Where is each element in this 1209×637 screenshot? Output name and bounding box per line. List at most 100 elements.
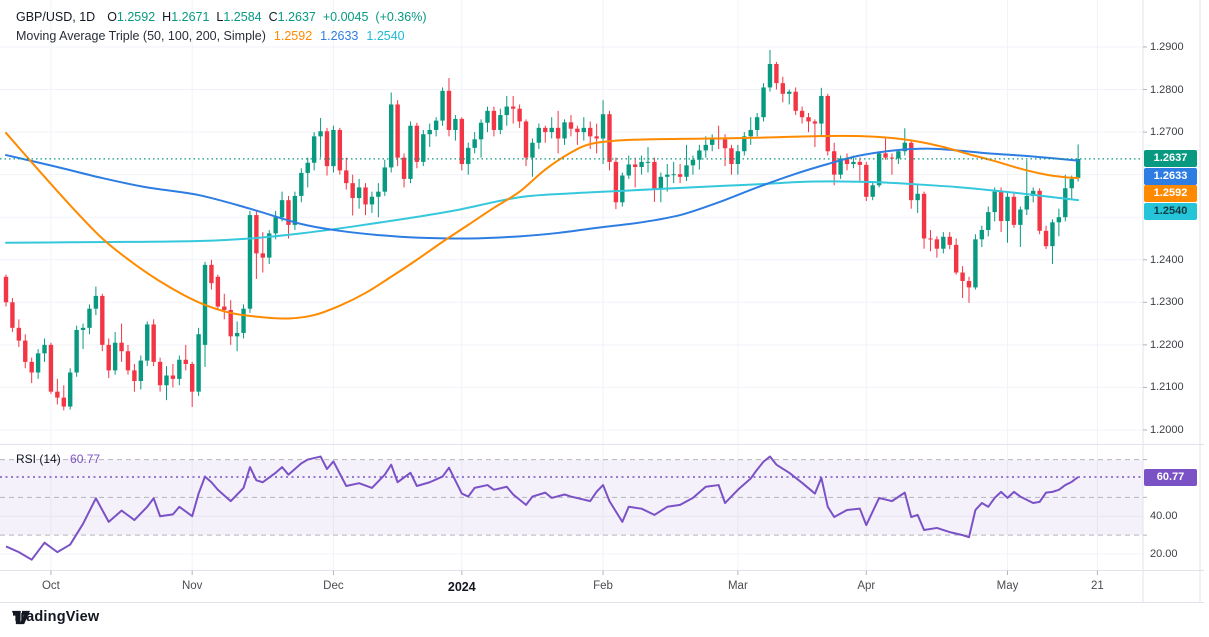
candle[interactable] (459, 117, 465, 171)
candle[interactable] (684, 144, 689, 182)
candle[interactable] (562, 119, 567, 145)
candle[interactable] (639, 155, 644, 175)
candle[interactable] (414, 122, 420, 169)
candle[interactable] (485, 106, 490, 133)
candle[interactable] (241, 304, 246, 339)
candle[interactable] (350, 174, 355, 216)
candle[interactable] (292, 191, 298, 230)
candle[interactable] (260, 232, 265, 273)
candle[interactable] (774, 61, 779, 90)
candle[interactable] (93, 286, 99, 316)
candle[interactable] (748, 117, 753, 145)
candle[interactable] (510, 95, 516, 124)
candle[interactable] (915, 185, 920, 213)
candle[interactable] (767, 49, 773, 92)
candle[interactable] (395, 100, 400, 167)
candle[interactable] (478, 119, 484, 158)
candle[interactable] (401, 153, 407, 188)
candle[interactable] (472, 132, 477, 154)
candle[interactable] (318, 118, 323, 158)
candle[interactable] (311, 132, 317, 171)
price-and-rsi-chart[interactable] (0, 0, 1209, 603)
candle[interactable] (453, 115, 458, 141)
candle[interactable] (517, 104, 522, 128)
candle[interactable] (1005, 191, 1010, 243)
candle[interactable] (138, 355, 144, 390)
candle[interactable] (947, 232, 952, 250)
candle[interactable] (1043, 225, 1049, 250)
candle[interactable] (222, 293, 227, 320)
candle[interactable] (119, 323, 124, 362)
candle[interactable] (613, 157, 619, 210)
candle[interactable] (729, 144, 734, 175)
candle[interactable] (960, 266, 965, 299)
candle[interactable] (42, 338, 47, 362)
candle[interactable] (132, 363, 137, 392)
candle[interactable] (491, 106, 497, 137)
candle[interactable] (665, 164, 670, 192)
candle[interactable] (202, 261, 208, 367)
candle[interactable] (189, 361, 195, 407)
candle[interactable] (74, 325, 79, 377)
candle[interactable] (568, 115, 574, 137)
candle[interactable] (3, 274, 9, 307)
candle[interactable] (421, 129, 426, 167)
tradingview-logo[interactable]: TradingView (12, 609, 99, 625)
candle[interactable] (658, 172, 664, 203)
candle[interactable] (337, 127, 343, 175)
candle[interactable] (356, 178, 362, 209)
candle[interactable] (504, 95, 509, 126)
candle[interactable] (215, 274, 221, 310)
candle[interactable] (61, 385, 66, 411)
candle[interactable] (626, 155, 631, 179)
candle[interactable] (331, 125, 336, 173)
candle[interactable] (543, 125, 548, 143)
candle[interactable] (742, 132, 747, 156)
candle[interactable] (10, 298, 15, 333)
candle[interactable] (209, 259, 214, 290)
candle[interactable] (902, 128, 907, 156)
candle[interactable] (369, 191, 375, 213)
candle[interactable] (998, 187, 1004, 233)
indicator-header[interactable]: Moving Average Triple (50, 100, 200, Sim… (16, 27, 405, 46)
candle[interactable] (870, 181, 875, 201)
candle[interactable] (305, 157, 310, 188)
candle[interactable] (787, 89, 792, 105)
candle[interactable] (80, 323, 86, 350)
candle[interactable] (87, 304, 92, 335)
candle[interactable] (671, 161, 676, 184)
candle[interactable] (921, 191, 927, 249)
candle[interactable] (446, 78, 452, 137)
candle[interactable] (151, 319, 156, 367)
candle[interactable] (677, 164, 683, 184)
candle[interactable] (928, 229, 933, 252)
candle[interactable] (1069, 175, 1074, 201)
candle[interactable] (825, 93, 830, 156)
candle[interactable] (389, 92, 394, 173)
candle[interactable] (754, 112, 760, 137)
candle[interactable] (844, 153, 850, 171)
candle[interactable] (363, 183, 368, 216)
rsi-pane-header[interactable]: RSI (14) 60.77 (16, 452, 100, 466)
candle[interactable] (344, 157, 349, 190)
candle[interactable] (934, 236, 940, 258)
candle[interactable] (941, 232, 946, 254)
candle[interactable] (29, 357, 34, 384)
candle[interactable] (376, 183, 381, 218)
candle[interactable] (286, 195, 291, 239)
candle[interactable] (966, 276, 972, 303)
candle[interactable] (710, 134, 715, 152)
candle[interactable] (196, 327, 201, 396)
candle[interactable] (279, 191, 285, 222)
candle[interactable] (555, 110, 561, 154)
candle[interactable] (632, 157, 638, 188)
candle[interactable] (819, 87, 824, 137)
symbol-header[interactable]: GBP/USD, 1D O1.2592 H1.2671 L1.2584 C1.2637 +… (16, 8, 427, 27)
candle[interactable] (48, 342, 54, 394)
candle[interactable] (68, 368, 73, 410)
candle[interactable] (23, 334, 28, 369)
candle[interactable] (55, 378, 60, 405)
candle[interactable] (645, 146, 651, 173)
candle[interactable] (1050, 219, 1055, 265)
candle[interactable] (100, 293, 105, 352)
